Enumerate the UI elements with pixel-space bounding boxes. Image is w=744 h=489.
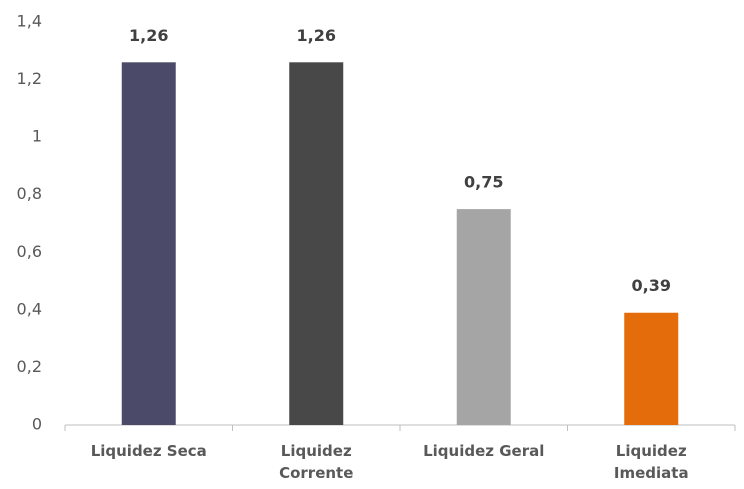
y-tick-label: 0,8 <box>17 184 42 203</box>
y-tick-label: 0 <box>32 415 42 434</box>
x-tick-label: Liquidez Geral <box>423 442 545 460</box>
y-tick-label: 1,2 <box>17 69 42 88</box>
x-tick-label: Liquidez Imediata <box>613 442 689 482</box>
bar <box>121 62 176 426</box>
bar <box>624 312 679 425</box>
bar <box>289 62 344 426</box>
value-label: 1,26 <box>297 26 336 45</box>
value-label: 1,26 <box>129 26 168 45</box>
x-tick-label: Liquidez Seca <box>90 442 207 460</box>
bar <box>456 209 511 425</box>
y-tick-label: 1 <box>32 127 42 146</box>
value-label: 0,75 <box>464 173 503 192</box>
y-tick-label: 1,4 <box>17 12 42 31</box>
y-tick-label: 0,2 <box>17 357 42 376</box>
x-tick-label: Liquidez Corrente <box>279 442 354 482</box>
value-label: 0,39 <box>632 276 671 295</box>
y-tick-label: 0,6 <box>17 242 42 261</box>
y-tick-label: 0,4 <box>17 299 42 318</box>
